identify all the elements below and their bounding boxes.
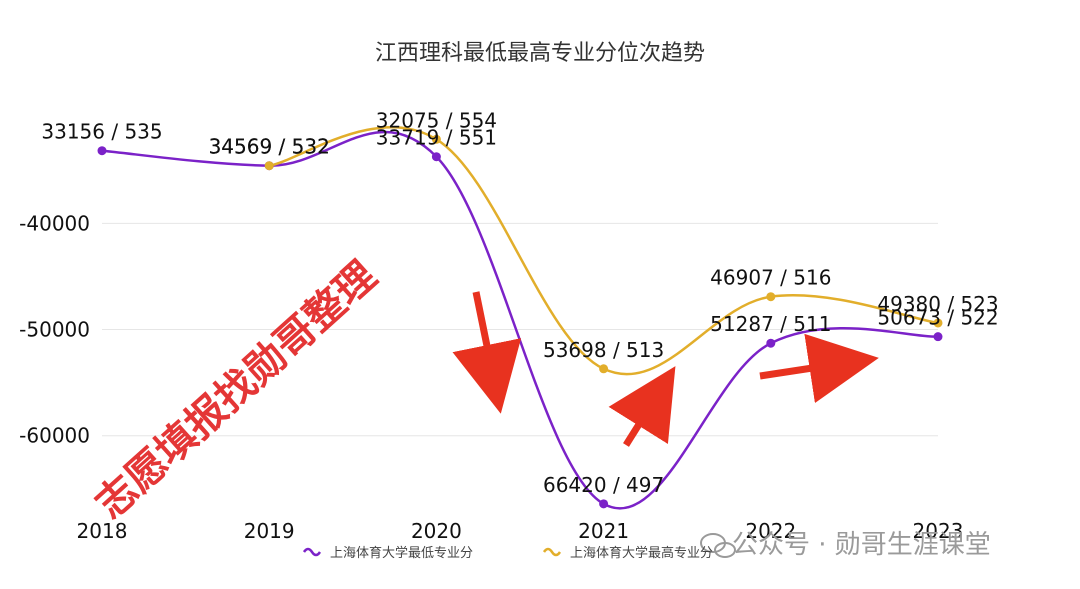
data-point	[599, 364, 609, 374]
y-axis-ticks: -40000 -50000 -60000	[19, 211, 90, 447]
wechat-icon	[700, 533, 736, 558]
trend-arrows	[452, 291, 879, 447]
y-tick-label: -60000	[19, 424, 90, 448]
legend: 上海体育大学最低专业分 上海体育大学最高专业分	[302, 545, 713, 561]
data-label: 66420 / 497	[543, 473, 664, 497]
data-label: 33719 / 551	[376, 126, 497, 150]
data-label: 32075 / 554	[376, 108, 497, 132]
x-tick-label: 2021	[578, 519, 629, 543]
data-point	[431, 134, 441, 144]
legend-swatch	[542, 547, 562, 557]
data-point	[933, 332, 943, 342]
data-label: 34569 / 532	[209, 135, 330, 159]
x-tick-label: 2018	[77, 519, 128, 543]
data-label: 51287 / 511	[710, 312, 831, 336]
data-point	[97, 146, 107, 156]
labels-layer: 33156 / 535 34569 / 532 33719 / 551 66420 /…	[41, 108, 998, 497]
data-label: 49380 / 523	[877, 292, 998, 316]
y-tick-label: -40000	[19, 211, 90, 235]
up-arrow-icon	[608, 366, 676, 447]
series-line-max	[268, 126, 939, 376]
x-tick-label: 2020	[411, 519, 462, 543]
data-label: 34569 / 532	[209, 135, 330, 159]
legend-label: 上海体育大学最高专业分	[570, 545, 713, 561]
data-label: 53698 / 513	[543, 338, 664, 362]
data-point	[431, 152, 441, 162]
data-label: 46907 / 516	[710, 266, 831, 290]
data-point	[766, 338, 776, 348]
x-tick-label: 2022	[745, 519, 796, 543]
data-label: 33156 / 535	[41, 120, 162, 144]
x-tick-label: 2023	[913, 519, 964, 543]
x-axis-ticks: 2018 2019 2020 2021 2022 2023	[77, 519, 964, 543]
data-point	[933, 318, 943, 328]
data-label: 50673 / 522	[877, 306, 998, 330]
points-layer	[97, 134, 943, 509]
legend-swatch	[302, 547, 322, 557]
x-tick-label: 2019	[244, 519, 295, 543]
watermark-left: 志愿填报找勋哥整理	[87, 253, 385, 528]
chart-title: 江西理科最低最高专业分位次趋势	[375, 41, 705, 66]
data-point	[766, 292, 776, 302]
watermark-right: 公众号 · 勋哥生涯课堂	[732, 530, 991, 560]
data-point	[599, 499, 609, 509]
grid-layer	[102, 222, 938, 437]
right-arrow-icon	[759, 333, 879, 404]
y-tick-label: -50000	[19, 318, 90, 342]
down-arrow-icon	[452, 291, 522, 414]
legend-label: 上海体育大学最低专业分	[330, 545, 473, 561]
data-point	[264, 161, 274, 171]
